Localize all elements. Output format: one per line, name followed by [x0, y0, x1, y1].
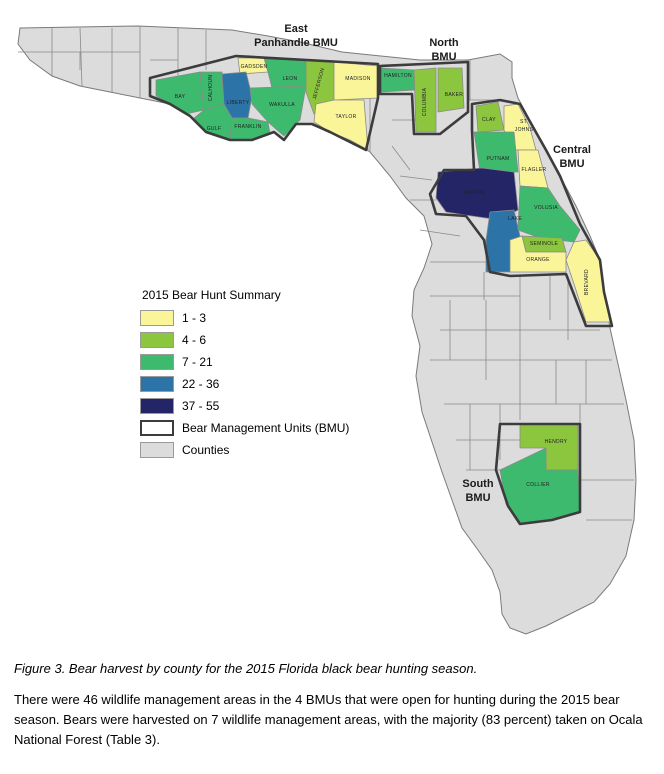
county-label-baker: BAKER	[445, 92, 464, 98]
county-label-gulf: GULF	[207, 126, 222, 132]
legend-swatch-bmu	[140, 419, 174, 436]
county-label-st-johns-2: JOHNS	[515, 127, 534, 133]
florida-map: BAY CALHOUN GULF GADSDEN LIBERTY FRANKLI…	[17, 23, 637, 635]
legend-item-counties: Counties	[140, 440, 400, 459]
county-label-volusia: VOLUSIA	[534, 205, 558, 211]
legend-item-4-6: 4 - 6	[140, 330, 400, 349]
county-fills	[155, 57, 611, 525]
bmu-east-panhandle	[148, 54, 380, 152]
county-label-hamilton: HAMILTON	[384, 73, 412, 79]
bmu-boundaries	[148, 54, 614, 526]
legend-item-22-36: 22 - 36	[140, 374, 400, 393]
legend-label-37-55: 37 - 55	[182, 398, 220, 413]
county-leon	[263, 57, 311, 89]
county-putnam	[473, 131, 519, 173]
county-label-franklin: FRANKLIN	[234, 124, 261, 130]
county-label-gadsden: GADSDEN	[241, 64, 268, 70]
bmu-label-north-1: North	[429, 37, 459, 49]
county-bay	[155, 71, 205, 115]
legend-item-bmu: Bear Management Units (BMU)	[140, 418, 400, 437]
county-label-putnam: PUTNAM	[487, 156, 510, 162]
county-label-marion: MARION	[463, 190, 485, 196]
bmu-label-central-2: BMU	[559, 158, 584, 170]
legend-label-1-3: 1 - 3	[182, 310, 207, 325]
county-volusia	[517, 185, 581, 243]
legend-swatch-counties	[140, 441, 174, 458]
county-label-lake: LAKE	[508, 216, 522, 222]
county-columbia	[413, 67, 437, 133]
legend-swatch-22-36	[140, 375, 174, 392]
county-label-hendry: HENDRY	[545, 439, 568, 445]
county-label-seminole: SEMINOLE	[530, 241, 559, 247]
county-taylor	[313, 99, 369, 151]
county-label-leon: LEON	[283, 76, 298, 82]
county-label-calhoun: CALHOUN	[208, 75, 214, 102]
body-paragraph: There were 46 wildlife management areas …	[14, 692, 643, 747]
county-orange	[509, 235, 567, 273]
county-label-brevard: BREVARD	[584, 269, 590, 295]
county-labels: BAY CALHOUN GULF GADSDEN LIBERTY FRANKLI…	[175, 64, 590, 488]
county-label-taylor: TAYLOR	[335, 114, 356, 120]
legend-swatch-37-55	[140, 397, 174, 414]
bmu-label-north-2: BMU	[431, 51, 456, 63]
legend-swatch-7-21	[140, 353, 174, 370]
county-label-columbia: COLUMBIA	[422, 87, 428, 116]
legend-label-22-36: 22 - 36	[182, 376, 220, 391]
legend-swatch-4-6	[140, 331, 174, 348]
county-label-bay: BAY	[175, 94, 186, 100]
legend-label-counties: Counties	[182, 442, 230, 457]
county-label-liberty: LIBERTY	[227, 100, 250, 106]
bmu-label-south-1: South	[462, 478, 493, 490]
bmu-south	[494, 422, 582, 526]
legend-item-1-3: 1 - 3	[140, 308, 400, 327]
bmu-labels: East Panhandle BMU North BMU Central BMU…	[254, 23, 591, 504]
county-label-flagler: FLAGLER	[522, 167, 547, 173]
legend-item-7-21: 7 - 21	[140, 352, 400, 371]
legend-item-37-55: 37 - 55	[140, 396, 400, 415]
map-legend: 2015 Bear Hunt Summary 1 - 3 4 - 6 7 - 2…	[140, 288, 400, 462]
bmu-central	[428, 98, 614, 328]
legend-title: 2015 Bear Hunt Summary	[142, 288, 281, 302]
bmu-label-east-panhandle-2: Panhandle BMU	[254, 37, 338, 49]
legend-label-4-6: 4 - 6	[182, 332, 207, 347]
county-label-st-johns-1: ST.	[520, 119, 528, 125]
legend-label-bmu: Bear Management Units (BMU)	[182, 420, 350, 435]
county-label-madison: MADISON	[345, 76, 371, 82]
county-label-collier: COLLIER	[526, 482, 550, 488]
county-hamilton	[379, 67, 417, 93]
bmu-label-east-panhandle-1: East	[284, 23, 308, 35]
bmu-label-south-2: BMU	[465, 492, 490, 504]
county-label-wakulla: WAKULLA	[269, 102, 295, 108]
county-label-orange: ORANGE	[526, 257, 550, 263]
figure-caption: Figure 3. Bear harvest by county for the…	[14, 661, 478, 676]
legend-swatch-1-3	[140, 309, 174, 326]
bmu-north	[378, 60, 470, 136]
bmu-label-central-1: Central	[553, 144, 591, 156]
county-baker	[437, 67, 465, 113]
legend-label-7-21: 7 - 21	[182, 354, 213, 369]
county-label-clay: CLAY	[482, 117, 496, 123]
